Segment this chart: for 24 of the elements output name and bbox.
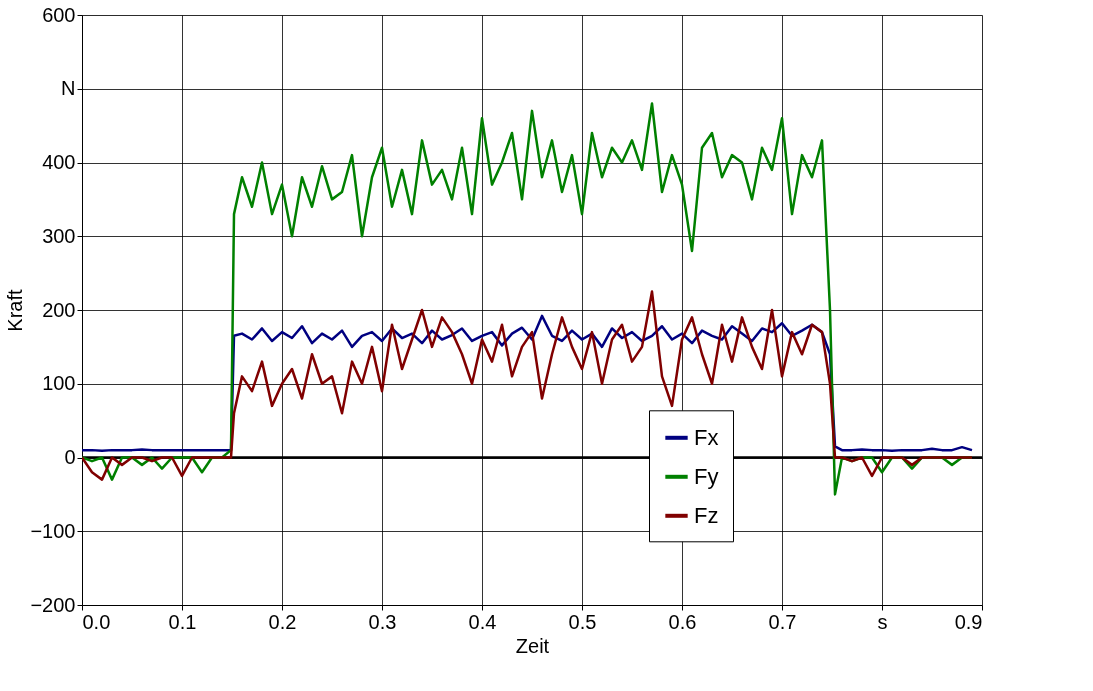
x-tick-label: 0.9	[954, 610, 983, 633]
x-tick-label: 0.3	[368, 610, 397, 633]
x-tick-label: s	[877, 610, 888, 633]
legend-label: Fz	[694, 502, 719, 528]
y-tick-label: 400	[42, 151, 76, 173]
y-tick-label: N	[61, 77, 76, 100]
y-tick-label: 0	[64, 446, 76, 468]
legend-label: Fy	[694, 463, 719, 489]
x-axis-title: Zeit	[515, 634, 550, 657]
y-tick-label: −100	[30, 519, 76, 542]
x-tick-label: 0.6	[668, 610, 697, 633]
x-tick-label: 0.2	[268, 610, 297, 633]
y-tick-label: 200	[42, 298, 76, 321]
x-tick-label: 0.1	[168, 610, 197, 633]
x-tick-label: 0.4	[468, 610, 497, 633]
x-tick-label: 0.0	[82, 610, 111, 633]
x-tick-label: 0.7	[768, 610, 797, 633]
y-tick-label: −200	[30, 593, 76, 616]
y-tick-label: 100	[42, 372, 76, 395]
y-tick-label: 600	[42, 3, 76, 26]
y-tick-label: 300	[42, 224, 76, 247]
x-tick-label: 0.5	[568, 610, 597, 633]
legend-label: Fx	[694, 424, 719, 450]
y-axis-title: Kraft	[4, 288, 27, 332]
